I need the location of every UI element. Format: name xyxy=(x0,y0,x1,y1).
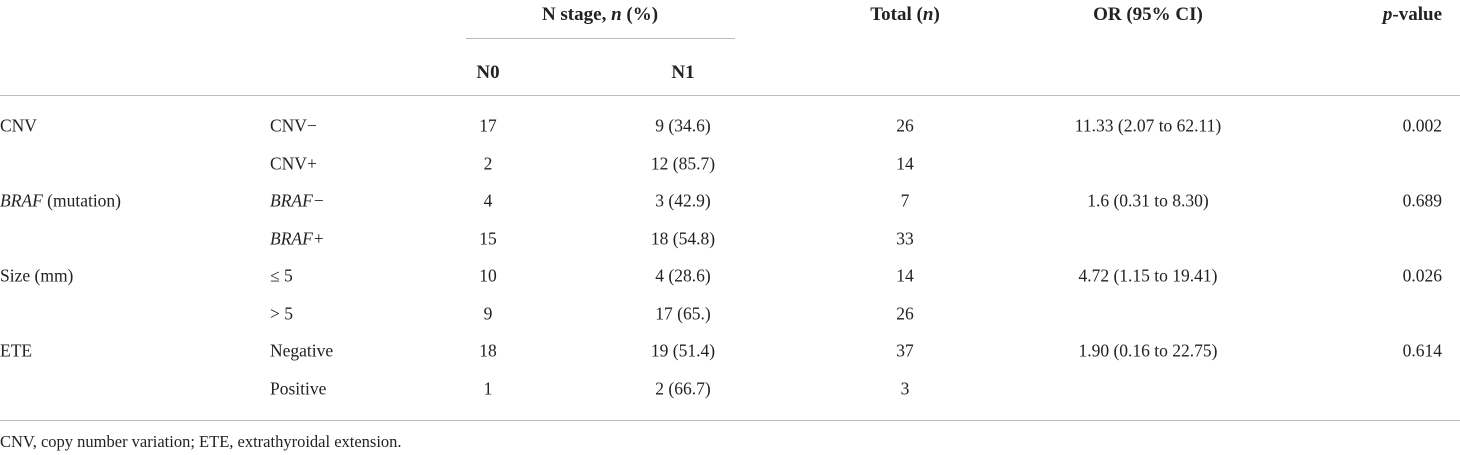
header-text: n xyxy=(922,4,934,25)
cell-total: 14 xyxy=(896,265,914,286)
header-text: n xyxy=(611,4,622,25)
header-group: N stage, n (%) xyxy=(542,4,658,26)
cell-total: 26 xyxy=(896,303,914,323)
cell-n1: 19 (51.4) xyxy=(650,340,716,361)
cell-total: 26 xyxy=(896,115,914,136)
cell-n1: 9 (34.6) xyxy=(655,115,711,136)
header-text: -value xyxy=(1392,4,1442,25)
cell-p: 0.002 xyxy=(1402,115,1442,136)
cell-n0: 17 xyxy=(479,115,497,136)
cell-n1: 17 (65.) xyxy=(655,303,711,323)
column-header: OR (95% CI) xyxy=(1093,4,1203,25)
cell-or: 11.33 (2.07 to 62.11) xyxy=(1074,115,1222,136)
header-text: p xyxy=(1382,4,1393,25)
row-subgroup: CNV+ xyxy=(270,153,317,173)
column-header: Total (n) xyxy=(870,4,940,26)
column-header: N0 xyxy=(476,62,500,83)
header-text: N stage, xyxy=(541,4,612,25)
row-subgroup: > 5 xyxy=(270,303,293,323)
cell-p: 0.689 xyxy=(1402,190,1442,211)
row-subgroup: ≤ 5 xyxy=(270,265,293,286)
cell-text: (mutation) xyxy=(42,190,122,211)
header-rule xyxy=(466,38,735,39)
cell-n1: 3 (42.9) xyxy=(655,190,711,211)
cell-text: BRAF xyxy=(0,190,43,211)
row-subgroup: BRAF− xyxy=(270,190,325,211)
cell-total: 33 xyxy=(896,228,914,248)
header-text: Total ( xyxy=(870,4,923,25)
row-group: BRAF (mutation) xyxy=(0,191,121,212)
cell-n0: 15 xyxy=(479,228,497,248)
cell-n1: 4 (28.6) xyxy=(655,265,711,286)
cell-total: 7 xyxy=(900,190,910,211)
cell-n1: 2 (66.7) xyxy=(655,378,711,398)
column-header: N1 xyxy=(671,62,695,83)
cell-or: 1.90 (0.16 to 22.75) xyxy=(1078,340,1218,361)
table-bottom-rule xyxy=(0,420,1460,421)
row-group: CNV xyxy=(0,115,37,136)
header-text: ) xyxy=(933,4,940,25)
row-subgroup: Positive xyxy=(270,378,327,398)
header-bottom-rule xyxy=(0,95,1460,96)
cell-n0: 4 xyxy=(483,190,493,211)
cell-n0: 1 xyxy=(483,378,493,398)
footnote: CNV, copy number variation; ETE, extrath… xyxy=(0,432,402,451)
cell-total: 14 xyxy=(896,153,914,173)
row-group: ETE xyxy=(0,340,33,361)
cell-n0: 2 xyxy=(483,153,493,173)
cell-total: 3 xyxy=(900,378,910,398)
column-header: p-value xyxy=(1383,4,1442,26)
cell-n1: 12 (85.7) xyxy=(650,153,716,173)
row-subgroup: CNV− xyxy=(270,115,317,136)
row-subgroup: BRAF+ xyxy=(270,228,325,248)
cell-n0: 18 xyxy=(479,340,497,361)
header-text: (%) xyxy=(621,4,659,25)
cell-n1: 18 (54.8) xyxy=(650,228,716,248)
cell-total: 37 xyxy=(896,340,914,361)
cell-or: 4.72 (1.15 to 19.41) xyxy=(1078,265,1218,286)
cell-n0: 10 xyxy=(479,265,497,286)
cell-p: 0.026 xyxy=(1402,265,1442,286)
cell-or: 1.6 (0.31 to 8.30) xyxy=(1087,190,1209,211)
cell-p: 0.614 xyxy=(1402,340,1442,361)
row-group: Size (mm) xyxy=(0,265,74,286)
row-subgroup: Negative xyxy=(270,340,334,361)
cell-n0: 9 xyxy=(483,303,493,323)
